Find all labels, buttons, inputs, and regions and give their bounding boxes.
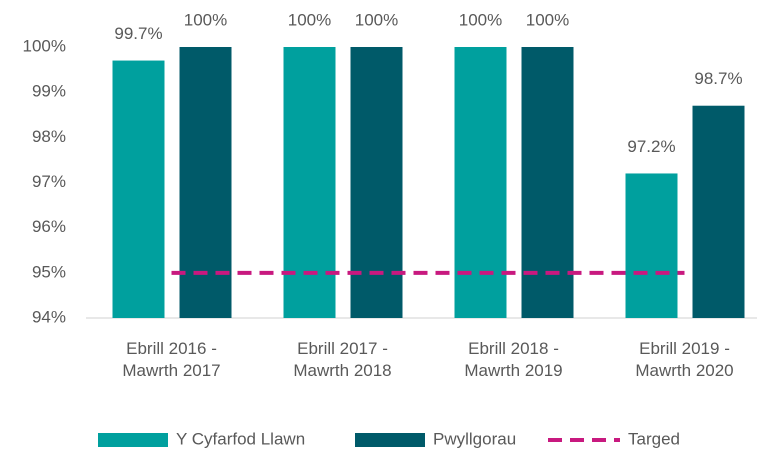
y-tick-label: 98%	[32, 127, 66, 146]
bar	[454, 47, 507, 318]
y-tick-label: 97%	[32, 172, 66, 191]
x-tick-label: Ebrill 2019 - Mawrth 2020	[635, 339, 734, 380]
x-tick-label: Ebrill 2017 - Mawrth 2018	[293, 339, 392, 380]
bar	[692, 105, 745, 318]
legend-label: Y Cyfarfod Llawn	[176, 429, 305, 448]
bar	[179, 47, 232, 318]
bar	[112, 60, 165, 319]
y-tick-label: 96%	[32, 217, 66, 236]
y-tick-label: 99%	[32, 82, 66, 101]
y-tick-label: 100%	[23, 36, 66, 55]
bar	[625, 173, 678, 318]
bar	[283, 47, 336, 318]
x-tick-label: Ebrill 2018 - Mawrth 2019	[464, 339, 563, 380]
legend-label: Pwyllgorau	[433, 429, 516, 448]
value-label: 100%	[526, 10, 569, 29]
y-tick-label: 94%	[32, 307, 66, 326]
bar	[350, 47, 403, 318]
value-label: 100%	[459, 10, 502, 29]
value-label: 100%	[355, 10, 398, 29]
bar	[521, 47, 574, 318]
y-tick-label: 95%	[32, 262, 66, 281]
value-label: 98.7%	[694, 69, 742, 88]
value-label: 99.7%	[114, 24, 162, 43]
value-label: 97.2%	[627, 137, 675, 156]
value-label: 100%	[184, 10, 227, 29]
legend-label: Targed	[628, 429, 680, 448]
value-label: 100%	[288, 10, 331, 29]
legend-key	[98, 433, 168, 447]
x-tick-label: Ebrill 2016 - Mawrth 2017	[122, 339, 221, 380]
legend-key	[355, 433, 425, 447]
